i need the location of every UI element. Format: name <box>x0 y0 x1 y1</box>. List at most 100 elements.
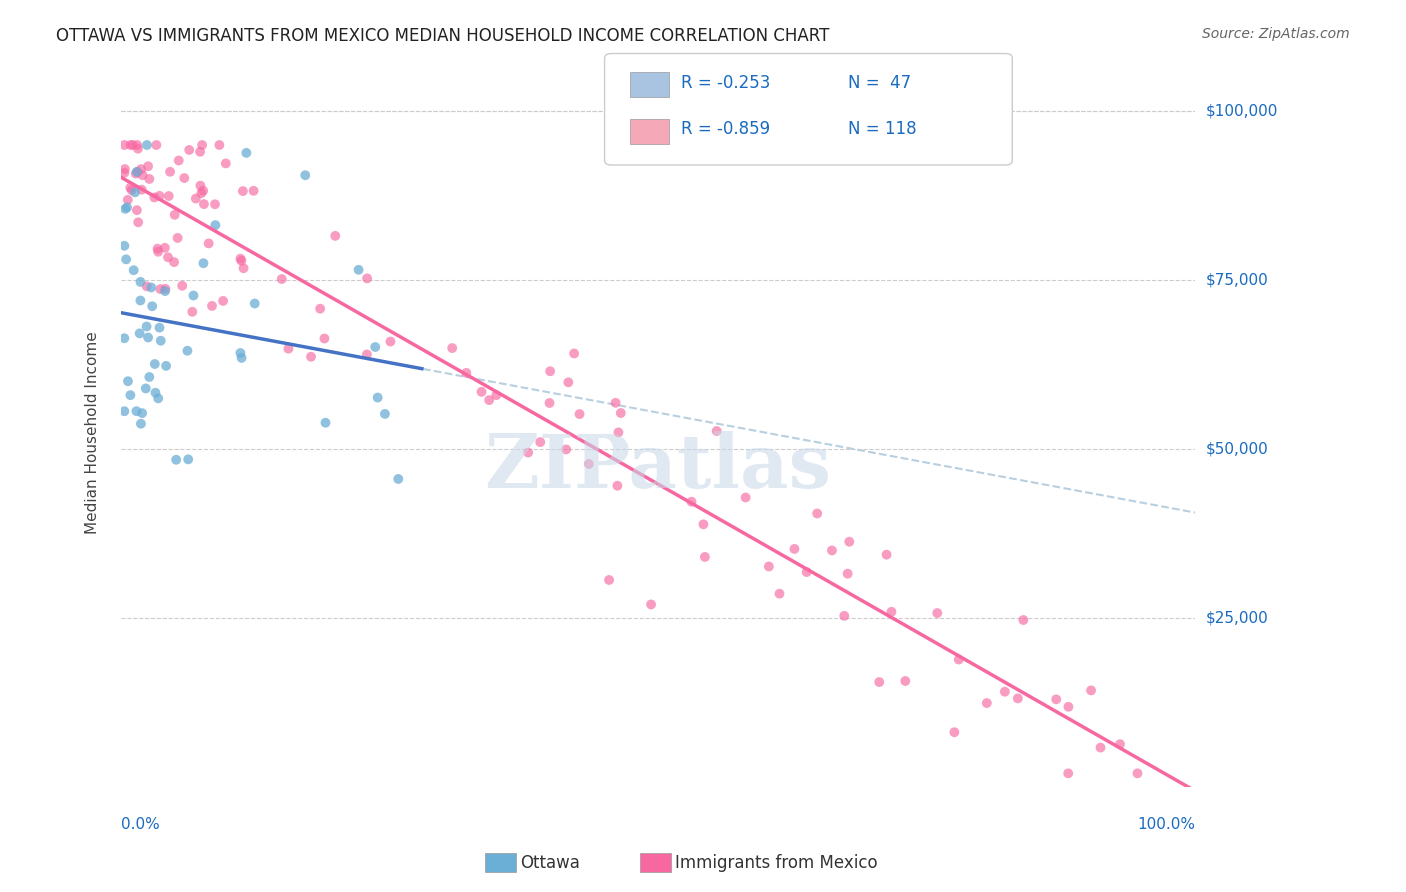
Point <box>138 370 160 384</box>
Point <box>557 376 579 390</box>
Point <box>1109 737 1132 751</box>
Point <box>598 573 620 587</box>
Text: ZIPatlas: ZIPatlas <box>485 431 831 504</box>
Point <box>215 156 238 170</box>
Point <box>193 197 215 211</box>
Point <box>127 215 149 229</box>
Point <box>478 393 501 408</box>
Point <box>129 293 152 308</box>
Point <box>141 280 163 294</box>
Point <box>734 491 756 505</box>
Point <box>640 598 662 612</box>
Text: $25,000: $25,000 <box>1206 610 1268 625</box>
Text: R = -0.859: R = -0.859 <box>681 120 769 138</box>
Point <box>568 407 591 421</box>
Point <box>517 445 540 459</box>
Point <box>758 559 780 574</box>
Point <box>529 435 551 450</box>
Point <box>114 162 136 177</box>
Point <box>190 186 212 201</box>
Point <box>114 202 136 216</box>
Point <box>229 252 252 266</box>
Point <box>204 218 226 232</box>
Point <box>323 228 346 243</box>
Point <box>135 381 157 395</box>
Point <box>232 184 254 198</box>
Point <box>976 696 998 710</box>
Point <box>129 162 152 177</box>
Point <box>155 282 177 296</box>
Point <box>183 288 205 302</box>
Point <box>131 168 153 182</box>
Point <box>277 342 299 356</box>
Point <box>578 457 600 471</box>
Point <box>441 341 464 355</box>
Point <box>121 138 143 153</box>
Point <box>796 565 818 579</box>
Point <box>121 183 143 197</box>
Point <box>157 189 180 203</box>
Point <box>146 244 169 259</box>
Point <box>128 326 150 341</box>
Point <box>166 231 188 245</box>
Point <box>145 138 167 153</box>
Point <box>1057 699 1080 714</box>
Point <box>605 396 627 410</box>
Point <box>948 652 970 666</box>
Point <box>193 184 215 198</box>
Point <box>125 167 148 181</box>
Point <box>146 242 169 256</box>
Point <box>112 404 135 418</box>
Text: Source: ZipAtlas.com: Source: ZipAtlas.com <box>1202 27 1350 41</box>
Point <box>149 282 172 296</box>
Point <box>117 193 139 207</box>
Point <box>125 404 148 418</box>
Point <box>1012 613 1035 627</box>
Point <box>309 301 332 316</box>
Point <box>115 200 138 214</box>
Point <box>120 180 142 194</box>
Point <box>125 165 148 179</box>
Point <box>1090 740 1112 755</box>
Point <box>294 168 316 182</box>
Point <box>364 340 387 354</box>
Point <box>380 334 402 349</box>
Point <box>356 271 378 285</box>
Point <box>136 159 159 173</box>
Point <box>235 145 257 160</box>
Point <box>374 407 396 421</box>
Point <box>136 330 159 344</box>
Point <box>112 331 135 345</box>
Point <box>163 255 186 269</box>
Point <box>806 507 828 521</box>
Point <box>880 605 903 619</box>
Point <box>229 346 252 360</box>
Y-axis label: Median Household Income: Median Household Income <box>86 331 100 533</box>
Point <box>894 673 917 688</box>
Point <box>555 442 578 457</box>
Text: $50,000: $50,000 <box>1206 442 1268 457</box>
Point <box>181 305 204 319</box>
Point <box>193 256 215 270</box>
Point <box>117 374 139 388</box>
Point <box>356 347 378 361</box>
Point <box>538 396 561 410</box>
Point <box>943 725 966 739</box>
Point <box>136 138 159 153</box>
Point <box>131 406 153 420</box>
Point <box>562 346 585 360</box>
Point <box>1126 766 1149 780</box>
Point <box>1057 766 1080 780</box>
Point <box>149 334 172 348</box>
Point <box>538 364 561 378</box>
Point <box>768 587 790 601</box>
Point <box>242 184 264 198</box>
Point <box>156 250 179 264</box>
Point <box>129 417 152 431</box>
Point <box>176 343 198 358</box>
Point <box>821 543 844 558</box>
Point <box>868 675 890 690</box>
Point <box>876 548 898 562</box>
Point <box>120 388 142 402</box>
Point <box>201 299 224 313</box>
